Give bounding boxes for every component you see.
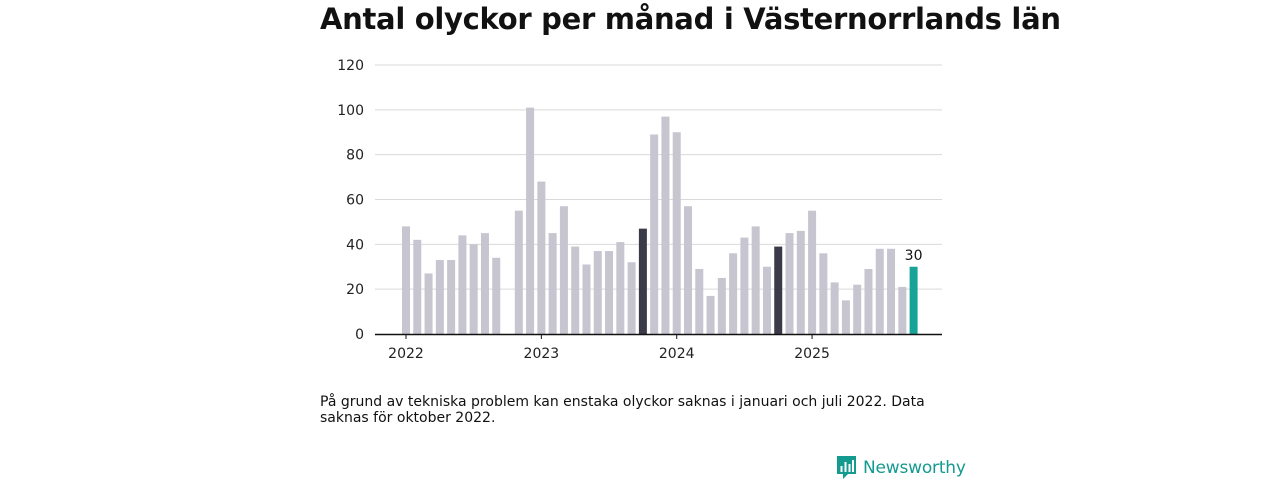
bar-2025-06 bbox=[864, 268, 873, 334]
bar-2024-05 bbox=[717, 277, 726, 334]
bar-2025-10 bbox=[909, 266, 918, 334]
bar-2024-03 bbox=[695, 268, 704, 334]
bar-2022-04 bbox=[435, 260, 444, 334]
bar-2025-04 bbox=[841, 300, 850, 334]
bar-2022-05 bbox=[447, 260, 456, 334]
bar-2022-08 bbox=[480, 233, 489, 334]
x-tick-label: 2024 bbox=[659, 346, 695, 362]
bar-2022-03 bbox=[424, 273, 433, 334]
y-tick-label: 120 bbox=[337, 58, 364, 74]
x-axis-tick-labels: 2022 2023 2024 2025 bbox=[388, 334, 830, 362]
bar-2023-09 bbox=[627, 262, 636, 334]
bar-2024-08 bbox=[751, 226, 760, 334]
bar-2022-01 bbox=[402, 226, 410, 334]
data-label: 30 bbox=[905, 248, 923, 264]
bar-2023-07 bbox=[605, 251, 614, 334]
bar-chart-speech-bubble-icon bbox=[837, 456, 856, 479]
bar-2023-06 bbox=[593, 251, 602, 334]
brand-logo: Newsworthy bbox=[836, 455, 966, 480]
chart-title: Antal olyckor per månad i Västernorrland… bbox=[320, 2, 1061, 36]
bar-2024-09 bbox=[762, 266, 771, 334]
y-axis-tick-labels: 0 20 40 60 80 100 120 bbox=[337, 58, 364, 343]
bar-2024-11 bbox=[785, 233, 794, 334]
bar-2024-02 bbox=[684, 206, 692, 334]
y-tick-label: 40 bbox=[346, 237, 364, 253]
bar-2025-01 bbox=[808, 210, 817, 334]
bar-2023-11 bbox=[650, 134, 659, 334]
bar-2023-03 bbox=[559, 206, 568, 334]
data-labels: 30 bbox=[905, 248, 923, 264]
bar-2023-12 bbox=[661, 116, 670, 334]
bar-2023-05 bbox=[582, 264, 591, 334]
bar-2022-06 bbox=[458, 235, 467, 334]
bar-2024-06 bbox=[729, 253, 738, 334]
bars bbox=[402, 107, 918, 334]
bar-2022-12 bbox=[526, 107, 535, 334]
y-tick-label: 0 bbox=[355, 327, 364, 343]
y-tick-label: 80 bbox=[346, 148, 364, 164]
bar-2023-01 bbox=[537, 181, 546, 334]
bar-2023-02 bbox=[548, 233, 557, 334]
bar-2025-02 bbox=[819, 253, 828, 334]
brand-name: Newsworthy bbox=[863, 457, 966, 478]
y-tick-label: 100 bbox=[337, 103, 364, 119]
bar-2025-03 bbox=[830, 282, 839, 334]
bar-2022-07 bbox=[469, 244, 478, 334]
x-tick-label: 2025 bbox=[794, 346, 830, 362]
bar-2024-10 bbox=[774, 246, 783, 334]
bar-2022-09 bbox=[492, 257, 501, 334]
bar-2023-04 bbox=[571, 246, 580, 334]
gridlines bbox=[375, 64, 942, 290]
bar-2023-08 bbox=[616, 242, 625, 334]
bar-2024-01 bbox=[672, 132, 681, 334]
bar-2024-04 bbox=[706, 295, 715, 334]
x-tick-label: 2023 bbox=[524, 346, 560, 362]
bar-2025-07 bbox=[875, 248, 884, 334]
footnote: På grund av tekniska problem kan enstaka… bbox=[320, 394, 925, 426]
bar-2024-07 bbox=[740, 237, 749, 334]
bar-2025-05 bbox=[853, 284, 862, 334]
bar-2023-10 bbox=[638, 228, 647, 334]
bar-2022-02 bbox=[413, 239, 422, 334]
y-tick-label: 20 bbox=[346, 282, 364, 298]
bar-2025-08 bbox=[887, 248, 896, 334]
bar-2025-09 bbox=[898, 286, 907, 334]
bar-2022-11 bbox=[514, 210, 523, 334]
bar-2024-12 bbox=[796, 230, 805, 334]
y-tick-label: 60 bbox=[346, 193, 364, 209]
x-tick-label: 2022 bbox=[388, 346, 424, 362]
